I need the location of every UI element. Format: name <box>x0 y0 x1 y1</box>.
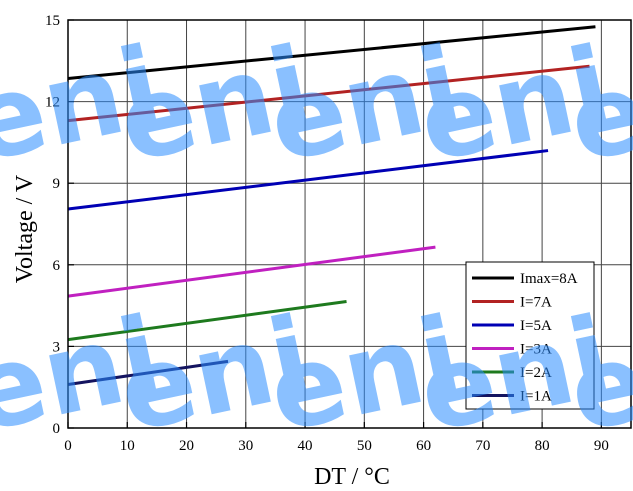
x-tick-label: 10 <box>120 438 135 454</box>
x-tick-label: 0 <box>64 438 72 454</box>
series-line <box>67 300 347 342</box>
legend: Imax=8A I=7A I=5A I=3A I=2A I=1A <box>465 261 595 410</box>
legend-label: I=5A <box>520 318 552 334</box>
x-axis-title: DT / °C <box>314 464 390 490</box>
legend-label: Imax=8A <box>520 271 578 287</box>
series-line <box>67 359 229 386</box>
y-tick-label: 9 <box>53 176 61 192</box>
y-tick-label: 15 <box>45 13 60 29</box>
legend-label: I=1A <box>520 389 552 405</box>
x-tick-label: 20 <box>179 438 194 454</box>
x-tick-label: 70 <box>475 438 490 454</box>
y-tick-label: 3 <box>53 339 61 355</box>
x-tick-label: 40 <box>298 438 313 454</box>
series-line <box>67 25 596 80</box>
series-line <box>67 245 436 298</box>
x-tick-label: 90 <box>594 438 609 454</box>
y-tick-label: 12 <box>45 95 60 111</box>
series-line <box>67 64 590 123</box>
x-tick-label: 50 <box>357 438 372 454</box>
legend-label: I=7A <box>520 295 552 311</box>
legend-label: I=2A <box>520 365 552 381</box>
series-line <box>67 149 549 211</box>
y-tick-label: 0 <box>53 421 61 437</box>
y-tick-label: 6 <box>53 258 61 274</box>
legend-label: I=3A <box>520 342 552 358</box>
series-lines <box>67 25 596 386</box>
x-tick-label: 30 <box>238 438 253 454</box>
x-tick-label: 60 <box>416 438 431 454</box>
plot-frame <box>67 19 632 429</box>
tick-marks <box>67 19 602 429</box>
tick-labels: 0 10 20 30 40 50 60 70 80 90 0 3 6 9 12 15 <box>45 13 609 454</box>
axes-frame <box>67 19 632 429</box>
x-tick-label: 80 <box>535 438 550 454</box>
legend-box <box>465 261 595 410</box>
y-axis-title: Voltage / V <box>12 174 38 283</box>
